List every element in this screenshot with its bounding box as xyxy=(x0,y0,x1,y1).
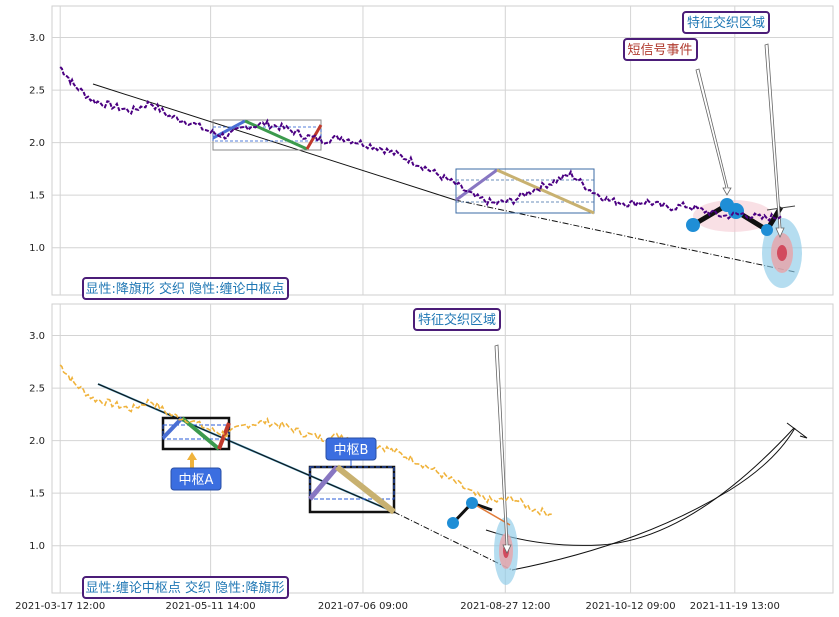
xtick-label: 2021-11-19 13:00 xyxy=(690,601,780,612)
bottom-label-pivot-b: 中枢B xyxy=(325,437,377,461)
top-plot-area xyxy=(51,5,834,296)
top-price-series xyxy=(59,66,782,223)
bottom-price-line xyxy=(59,364,552,518)
top-legend-text: 显性:降旗形 交织 隐性:缠论中枢点 xyxy=(85,281,284,297)
top-trendlines xyxy=(92,83,796,273)
top-price-line xyxy=(59,66,782,223)
xtick-label: 2021-07-06 09:00 xyxy=(318,601,408,612)
top-ytick-label: 1.0 xyxy=(29,243,45,254)
top-ytick-label: 2.0 xyxy=(29,138,45,149)
xtick-label: 2021-05-11 14:00 xyxy=(166,601,256,612)
bottom-ytick-label: 2.5 xyxy=(29,384,45,395)
bottom-trendlines xyxy=(97,383,808,571)
xtick-label: 2021-03-17 12:00 xyxy=(15,601,105,612)
bottom-ytick-label: 2.0 xyxy=(29,436,45,447)
top-ytick-label: 1.5 xyxy=(29,191,45,202)
top-label-legend: 显性:降旗形 交织 隐性:缠论中枢点 xyxy=(82,277,289,300)
top-ytick-label: 2.5 xyxy=(29,86,45,97)
bottom-ytick-label: 1.0 xyxy=(29,541,45,552)
bottom-price-series xyxy=(59,364,552,518)
bottom-label-legend: 显性:缠论中枢点 交织 隐性:降旗形 xyxy=(82,576,289,599)
bottom-legend-text: 显性:缠论中枢点 交织 隐性:降旗形 xyxy=(85,580,284,596)
bottom-pivot-box-b xyxy=(308,464,396,515)
pivot-b-text: 中枢B xyxy=(334,443,369,458)
xtick-label: 2021-08-27 12:00 xyxy=(460,601,550,612)
bottom-feature-zone-text: 特征交织区域 xyxy=(418,312,496,328)
bottom-label-feature-zone: 特征交织区域 xyxy=(413,308,501,331)
bottom-annotation-arrows xyxy=(187,344,512,554)
axis-labels: 1.0 1.5 2.0 2.5 3.0 1.0 1.5 2.0 2.5 3.0 2021-03-17… xyxy=(15,33,780,612)
top-pivot-box-b xyxy=(455,168,595,215)
bottom-label-pivot-a: 中枢A xyxy=(170,467,222,491)
top-ytick-label: 3.0 xyxy=(29,33,45,44)
top-annotation-arrows xyxy=(695,43,785,238)
top-label-short-signal: 短信号事件 xyxy=(623,38,698,61)
top-label-feature-zone: 特征交织区域 xyxy=(682,11,770,34)
xtick-label: 2021-10-12 09:00 xyxy=(586,601,676,612)
bottom-ytick-label: 3.0 xyxy=(29,331,45,342)
pivot-a-text: 中枢A xyxy=(179,473,214,488)
top-short-signal-text: 短信号事件 xyxy=(627,43,692,58)
top-interleave-cluster xyxy=(686,198,802,288)
bottom-ytick-label: 1.5 xyxy=(29,489,45,500)
top-feature-zone-text: 特征交织区域 xyxy=(687,15,765,31)
